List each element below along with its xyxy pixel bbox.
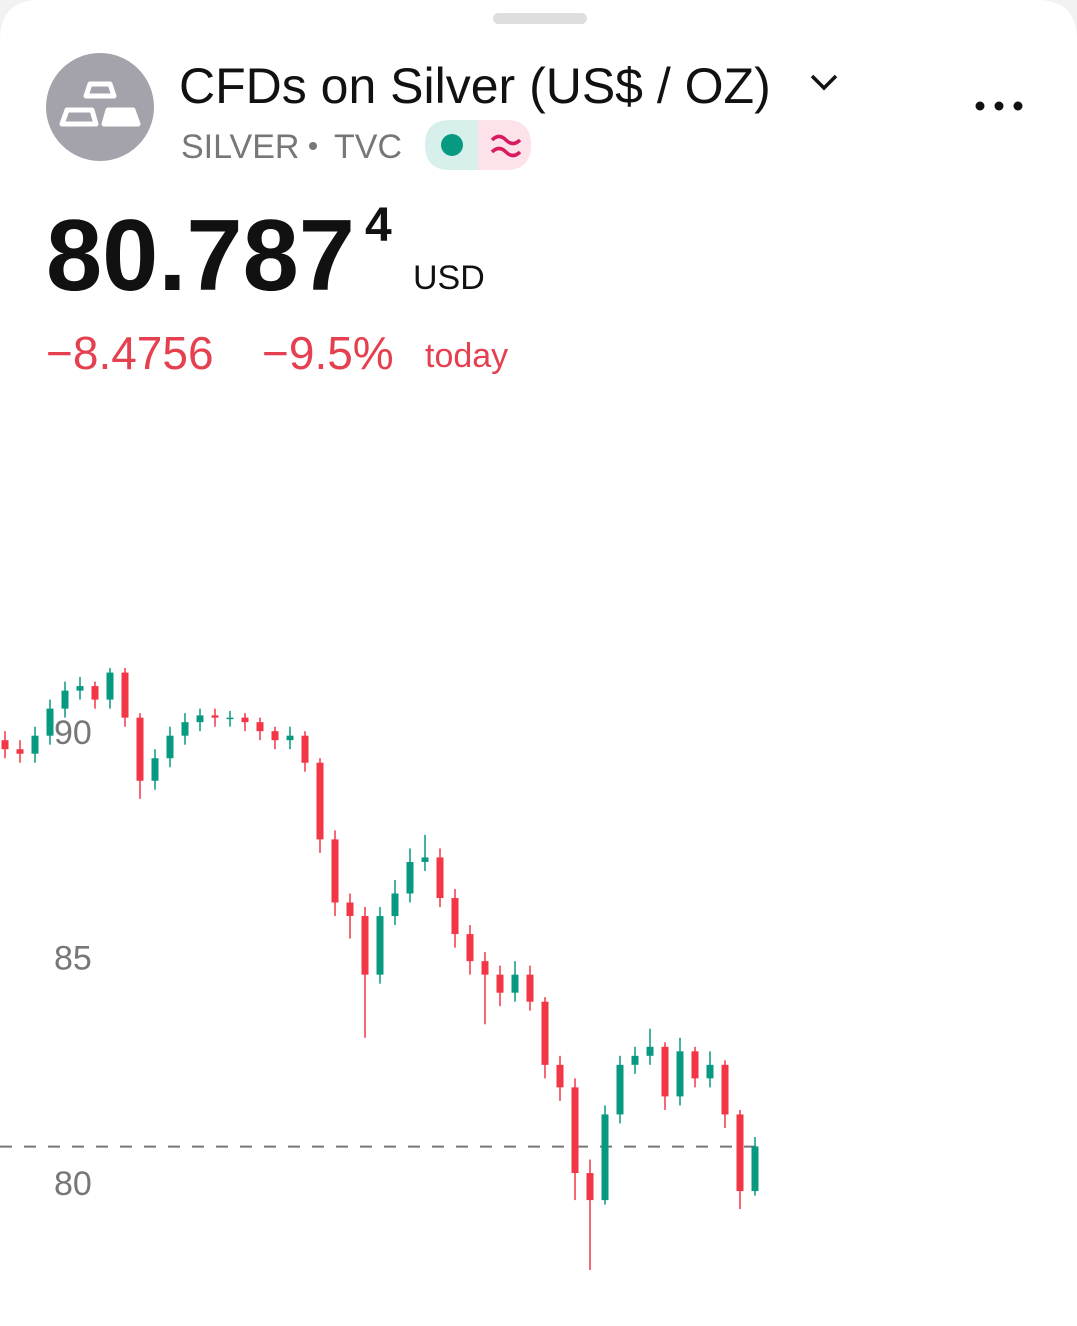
y-tick-label: 80	[54, 1165, 92, 1203]
candle-body	[406, 861, 414, 894]
candle-body	[736, 1114, 744, 1192]
candle-body	[31, 735, 39, 754]
candle-body	[211, 715, 219, 718]
candle-body	[331, 839, 339, 903]
drag-handle[interactable]	[493, 13, 587, 24]
candle-body	[346, 902, 354, 917]
candle-body	[676, 1051, 684, 1097]
candle-body	[91, 686, 99, 700]
candle-body	[271, 731, 279, 741]
price-change-percent: −9.5%	[262, 327, 394, 379]
candle-body	[16, 749, 24, 754]
candle-body	[541, 1001, 549, 1065]
price-change: −8.4756	[46, 327, 214, 379]
candle-body	[376, 916, 384, 975]
more-menu[interactable]	[975, 101, 1023, 111]
candle-body	[256, 722, 264, 732]
candle-body	[166, 735, 174, 759]
candle-body	[631, 1055, 639, 1065]
candle-body	[646, 1046, 654, 1056]
candle-body	[301, 735, 309, 763]
candle-body	[616, 1064, 624, 1115]
candle-body	[361, 916, 369, 975]
candle-body	[511, 974, 519, 993]
candle-body	[241, 717, 249, 723]
change-period: today	[425, 337, 508, 375]
price-chart[interactable]: 90 85 80	[0, 668, 760, 1270]
candle-body	[751, 1146, 759, 1192]
candle-body	[586, 1173, 594, 1201]
candle-body	[721, 1064, 729, 1115]
price: 80.787	[46, 200, 355, 312]
candle-body	[661, 1046, 669, 1097]
status-badge[interactable]	[425, 120, 531, 170]
symbol-code: SILVER	[181, 128, 299, 166]
price-fraction: 4	[365, 199, 392, 252]
dropdown-chevron[interactable]	[810, 74, 838, 91]
currency: USD	[413, 259, 485, 297]
separator-dot	[309, 142, 317, 150]
candle-body	[526, 974, 534, 1002]
candle-body	[181, 722, 189, 736]
candle-body	[61, 690, 69, 709]
candle-body	[226, 717, 234, 720]
candle-body	[436, 857, 444, 899]
candle-body	[316, 762, 324, 840]
candle-body	[286, 735, 294, 741]
candle-body	[1, 740, 9, 750]
candle-body	[601, 1114, 609, 1201]
candle-body	[421, 857, 429, 862]
candle-body	[46, 708, 54, 736]
candle-body	[691, 1051, 699, 1079]
candle-body	[136, 717, 144, 781]
symbol-icon	[46, 53, 154, 161]
symbol-title[interactable]: CFDs on Silver (US$ / OZ)	[179, 58, 771, 114]
candle-body	[706, 1064, 714, 1079]
candle-body	[106, 672, 114, 700]
candle-body	[571, 1087, 579, 1174]
candle-body	[451, 898, 459, 935]
y-tick-label: 85	[54, 940, 92, 978]
candle-body	[556, 1064, 564, 1088]
candle-body	[391, 893, 399, 917]
exchange: TVC	[334, 128, 402, 166]
candle-body	[466, 934, 474, 962]
candle-body	[481, 961, 489, 975]
candle-body	[121, 672, 129, 718]
candle-body	[76, 686, 84, 691]
candle-body	[151, 758, 159, 781]
candle-body	[196, 715, 204, 723]
y-tick-label: 90	[54, 714, 92, 752]
candle-body	[496, 974, 504, 993]
